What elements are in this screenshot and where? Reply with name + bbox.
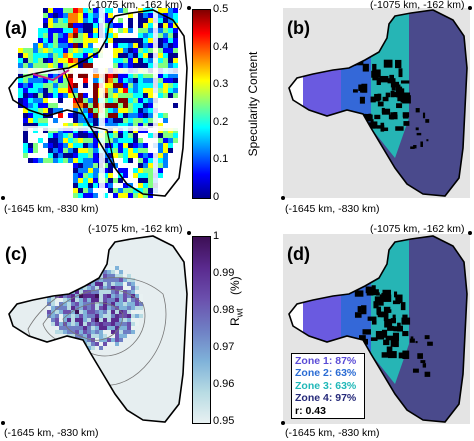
rwt-tick-4: 0.96 (213, 378, 235, 390)
specularity-colorbar-title: Specularity Content (246, 51, 260, 157)
profile-line-a (32, 69, 70, 82)
specularity-tick-2: 0.3 (213, 78, 229, 90)
specularity-tick-5: 0 (213, 190, 220, 203)
rwt-title-main: R (228, 317, 242, 326)
panel-b-label: (b) (287, 18, 310, 38)
panel-b-bottom-corner-dot (281, 196, 285, 200)
track-gap-0 (3, 68, 190, 74)
legend-zone-2: Zone 2: 63% (295, 367, 357, 380)
specularity-tick-3: 0.2 (213, 115, 229, 128)
panel-c-bottom-coord: (-1645 km, -830 km) (4, 427, 99, 439)
panel-d-map (283, 234, 470, 424)
track-gap-3 (153, 8, 158, 198)
specularity-tick-1: 0.4 (213, 40, 229, 53)
panel-d-top-coord: (-1075 km, -162 km) (370, 223, 465, 235)
specularity-colorbar (192, 9, 211, 199)
flow-line-a (62, 67, 116, 169)
zone-legend: Zone 1: 87% Zone 2: 63% Zone 3: 63% Zone… (291, 353, 365, 419)
panel-d-bottom-corner-dot (281, 421, 285, 425)
panel-c-label: (c) (5, 244, 27, 264)
panel-d-label: (d) (287, 244, 310, 264)
rwt-tick-1: 0.99 (213, 267, 235, 279)
legend-zone-3: Zone 3: 63% (295, 379, 357, 392)
panel-b-top-corner-dot (468, 6, 472, 10)
zone-map-b (283, 8, 470, 198)
track-gap-1 (3, 126, 190, 131)
panel-a-top-coord: (-1075 km, -162 km) (88, 0, 183, 11)
panel-d-top-corner-dot (468, 231, 472, 235)
rwt-colorbar (192, 236, 211, 424)
panel-c-top-coord: (-1075 km, -162 km) (88, 223, 183, 235)
panel-a-bottom-corner-dot (1, 196, 5, 200)
specularity-tick-0: 0.5 (213, 3, 229, 15)
specularity-tick-4: 0.1 (213, 153, 229, 165)
contour-2 (62, 302, 124, 341)
legend-correlation: r: 0.43 (295, 404, 326, 417)
rwt-title-sub: wt (234, 308, 245, 318)
rwt-colorbar-title: Rwt (%) (228, 248, 258, 326)
panel-a-bottom-coord: (-1645 km, -830 km) (4, 203, 99, 215)
glacier-outline-b (288, 9, 468, 197)
panel-a-map (3, 8, 190, 198)
rwt-tick-3: 0.97 (213, 341, 235, 353)
specularity-map (3, 8, 190, 198)
rwt-tick-5: 0.95 (213, 415, 235, 427)
legend-zone-1: Zone 1: 87% (295, 355, 357, 367)
rwt-map (3, 234, 190, 424)
panel-c-bottom-corner-dot (1, 421, 5, 425)
panel-c-top-corner-dot (187, 231, 191, 235)
glacier-outline-c (8, 235, 188, 423)
panel-a-label: (a) (5, 18, 27, 38)
panel-c-map (3, 234, 190, 424)
panel-d-bottom-coord: (-1645 km, -830 km) (285, 427, 380, 439)
rwt-title-unit: (%) (228, 276, 242, 295)
panel-b-bottom-coord: (-1645 km, -830 km) (285, 203, 380, 215)
panel-a-top-corner-dot (187, 6, 191, 10)
track-gap-2 (99, 8, 105, 198)
specularity-pixels (18, 8, 178, 198)
glacier-outline-d (288, 235, 468, 423)
panel-b-map (283, 8, 470, 198)
panel-b-top-coord: (-1075 km, -162 km) (370, 0, 465, 11)
rwt-tick-0: 1 (213, 230, 220, 242)
legend-zone-4: Zone 4: 97% (295, 392, 357, 405)
rwt-tick-2: 0.98 (213, 304, 235, 316)
